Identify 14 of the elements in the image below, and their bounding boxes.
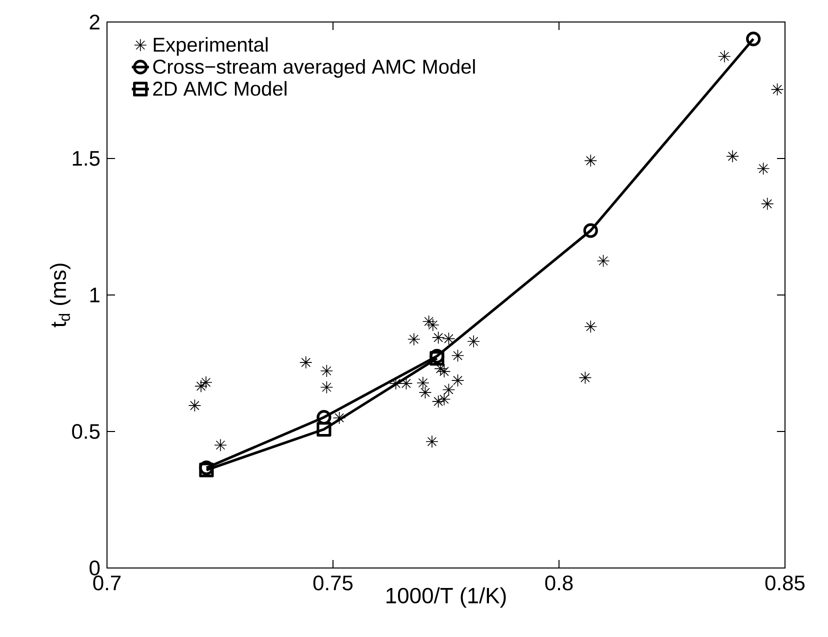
x-tick-label: 0.7 — [93, 576, 121, 590]
y-tick-label: 0.5 — [72, 424, 100, 439]
y-tick-label: 1.5 — [72, 151, 100, 166]
legend-label: 2D AMC Model — [153, 81, 286, 96]
x-tick-label: 0.8 — [545, 576, 573, 590]
legend-label: Cross−stream averaged AMC Model — [153, 59, 475, 78]
y-tick-label: 1 — [90, 288, 100, 302]
y-tick-label: 0 — [90, 560, 100, 576]
legend-label: Experimental — [154, 37, 268, 56]
x-tick-label: 0.75 — [313, 576, 353, 590]
x-tick-label: 0.85 — [765, 576, 805, 590]
y-tick-label: 2 — [90, 14, 100, 30]
x-axis-title: 1000/T (1/K) — [386, 587, 506, 608]
y-axis-title: t$_{d}$ (ms) — [50, 264, 70, 328]
